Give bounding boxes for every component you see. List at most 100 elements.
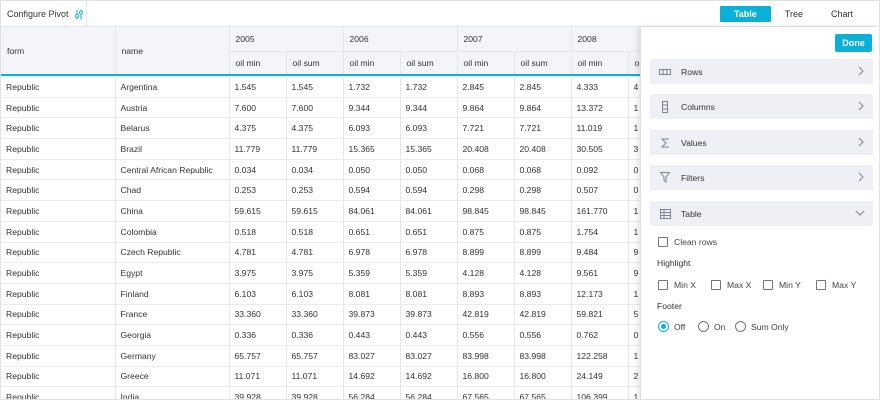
cell-value[interactable]: 0.298 (514, 179, 572, 202)
cell-value[interactable]: 24.149 (571, 366, 629, 388)
cell-name[interactable]: Brazil (115, 138, 230, 160)
cell-value[interactable]: 0.068 (457, 159, 515, 181)
cell-value[interactable]: 15.365 (343, 138, 401, 160)
cell-name[interactable]: China (115, 200, 230, 222)
cell-value[interactable]: 16.800 (514, 366, 572, 388)
cell-value[interactable]: 0.594 (400, 179, 458, 202)
cell-value[interactable]: 8.893 (457, 283, 515, 305)
cell-form[interactable]: Republic (1, 138, 116, 160)
cell-form[interactable]: Republic (1, 179, 116, 202)
cell-name[interactable]: India (115, 386, 230, 399)
cell-value[interactable]: 59.821 (571, 304, 629, 326)
cell-value[interactable]: 0.762 (571, 324, 629, 346)
cell-name[interactable]: Georgia (115, 324, 230, 346)
cell-value[interactable]: 4.128 (514, 262, 572, 284)
cell-value[interactable]: 1.754 (571, 221, 629, 243)
section-table[interactable]: Table (650, 201, 873, 226)
cell-value[interactable]: 1.545 (286, 76, 344, 98)
cell-name[interactable]: Colombia (115, 221, 230, 243)
cell-value[interactable]: 0.556 (514, 324, 572, 346)
cell-value[interactable]: 3.975 (229, 262, 287, 284)
cell-value[interactable]: 0.050 (400, 159, 458, 181)
cell-value[interactable]: 84.061 (343, 200, 401, 222)
measure-header[interactable]: oil min (343, 51, 401, 76)
cell-value[interactable]: 11.779 (286, 138, 344, 160)
measure-header[interactable]: oil sum (400, 51, 458, 76)
cell-value[interactable]: 20.408 (514, 138, 572, 160)
cell-value[interactable]: 65.757 (229, 345, 287, 367)
cell-form[interactable]: Republic (1, 386, 116, 399)
cell-value[interactable]: 5.359 (400, 262, 458, 284)
cell-value[interactable]: 4.375 (229, 117, 287, 140)
cell-name[interactable]: Chad (115, 179, 230, 202)
cell-value[interactable]: 8.893 (514, 283, 572, 305)
cell-value[interactable]: 0.443 (400, 324, 458, 346)
cell-form[interactable]: Republic (1, 159, 116, 181)
clean-rows-checkbox[interactable]: Clean rows (658, 237, 717, 247)
configure-pivot-button[interactable]: Configure Pivot (1, 1, 87, 27)
cell-value[interactable]: 122.258 (571, 345, 629, 367)
cell-form[interactable]: Republic (1, 97, 116, 119)
cell-value[interactable]: 2.845 (514, 76, 572, 98)
measure-header[interactable]: oil sum (514, 51, 572, 76)
cell-value[interactable]: 0.092 (571, 159, 629, 181)
cell-value[interactable]: 83.027 (400, 345, 458, 367)
table-row[interactable]: Republic Finland 6.103 6.103 8.081 8.081 8.893… (1, 283, 686, 305)
cell-value[interactable]: 11.019 (571, 117, 629, 140)
pivot-grid[interactable]: form name 2005 2006 2007 2008 oil min oi… (1, 27, 879, 399)
highlight-max-x-checkbox[interactable]: Max X (711, 280, 751, 290)
table-row[interactable]: Republic France 33.360 33.360 39.873 39.873 42… (1, 304, 686, 326)
cell-value[interactable]: 11.071 (229, 366, 287, 388)
cell-value[interactable]: 59.615 (286, 200, 344, 222)
cell-value[interactable]: 0.298 (457, 179, 515, 202)
table-row[interactable]: Republic Egypt 3.975 3.975 5.359 5.359 4.128 4.… (1, 262, 686, 284)
cell-value[interactable]: 8.899 (457, 242, 515, 264)
cell-value[interactable]: 14.692 (400, 366, 458, 388)
cell-value[interactable]: 0.507 (571, 179, 629, 202)
cell-value[interactable]: 12.173 (571, 283, 629, 305)
cell-value[interactable]: 0.651 (343, 221, 401, 243)
cell-value[interactable]: 56.284 (400, 386, 458, 399)
cell-value[interactable]: 56.284 (343, 386, 401, 399)
tab-table[interactable]: Table (719, 6, 771, 22)
cell-form[interactable]: Republic (1, 345, 116, 367)
cell-value[interactable]: 11.071 (286, 366, 344, 388)
cell-value[interactable]: 1.732 (400, 76, 458, 98)
cell-value[interactable]: 9.864 (457, 97, 515, 119)
table-row[interactable]: Republic Chad 0.253 0.253 0.594 0.594 0.298 0.2… (1, 179, 686, 202)
tab-chart[interactable]: Chart (830, 9, 853, 19)
cell-value[interactable]: 20.408 (457, 138, 515, 160)
table-row[interactable]: Republic India 39.928 39.928 56.284 56.284 67.… (1, 386, 686, 399)
footer-on-radio[interactable]: On (698, 321, 725, 332)
cell-form[interactable]: Republic (1, 117, 116, 140)
cell-name[interactable]: Greece (115, 366, 230, 388)
cell-value[interactable]: 0.518 (286, 221, 344, 243)
cell-value[interactable]: 0.443 (343, 324, 401, 346)
cell-value[interactable]: 0.034 (286, 159, 344, 181)
measure-header[interactable]: oil min (229, 51, 287, 76)
cell-form[interactable]: Republic (1, 242, 116, 264)
table-row[interactable]: Republic Argentina 1.545 1.545 1.732 1.732 2.8… (1, 76, 686, 98)
cell-value[interactable]: 65.757 (286, 345, 344, 367)
cell-value[interactable]: 0.556 (457, 324, 515, 346)
section-rows[interactable]: Rows (650, 59, 873, 84)
cell-value[interactable]: 4.781 (229, 242, 287, 264)
cell-name[interactable]: Central African Republic (115, 159, 230, 181)
footer-sum-only-radio[interactable]: Sum Only (735, 321, 789, 332)
cell-value[interactable]: 14.692 (343, 366, 401, 388)
cell-form[interactable]: Republic (1, 76, 116, 98)
cell-value[interactable]: 0.253 (286, 179, 344, 202)
cell-value[interactable]: 0.336 (229, 324, 287, 346)
cell-form[interactable]: Republic (1, 262, 116, 284)
measure-header[interactable]: oil min (457, 51, 515, 76)
section-filters[interactable]: Filters (650, 165, 873, 190)
cell-value[interactable]: 161.770 (571, 200, 629, 222)
cell-value[interactable]: 39.928 (229, 386, 287, 399)
cell-value[interactable]: 4.333 (571, 76, 629, 98)
cell-value[interactable]: 83.998 (457, 345, 515, 367)
cell-value[interactable]: 11.779 (229, 138, 287, 160)
cell-value[interactable]: 15.365 (400, 138, 458, 160)
cell-value[interactable]: 98.845 (457, 200, 515, 222)
cell-form[interactable]: Republic (1, 283, 116, 305)
cell-value[interactable]: 5.359 (343, 262, 401, 284)
